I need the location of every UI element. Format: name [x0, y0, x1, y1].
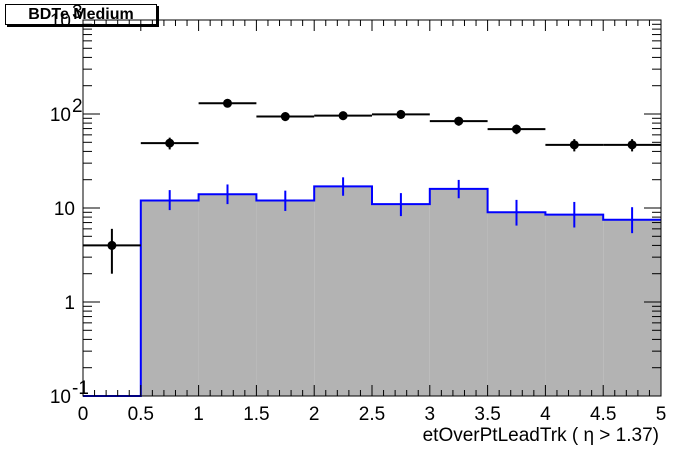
mc-bin-fill [545, 214, 604, 396]
x-tick-label: 5 [656, 404, 667, 425]
y-tick-exponent: -1 [72, 378, 89, 399]
x-tick-label: 4.5 [590, 404, 616, 425]
mc-bin-fill [256, 200, 315, 396]
x-tick-label: 1.5 [243, 404, 269, 425]
y-tick-label: 10 [50, 387, 71, 408]
data-point [512, 124, 521, 134]
mc-bin-fill [314, 186, 372, 396]
mc-histogram-outline [83, 185, 661, 397]
mc-bin-fill [198, 194, 257, 396]
y-tick-exponent: 3 [72, 2, 83, 23]
data-points-layer [83, 98, 661, 274]
mc-bin-fill [487, 212, 546, 396]
x-axis-title: etOverPtLeadTrk ( η > 1.37) [423, 425, 659, 446]
data-point [107, 240, 117, 250]
x-tick-label: 3.5 [474, 404, 500, 425]
mc-histogram-fill-layer [140, 186, 661, 396]
data-point [454, 116, 464, 126]
mc-bin-fill [603, 219, 661, 396]
data-point [569, 140, 579, 150]
mc-bin-fill [372, 204, 430, 396]
x-tick-label: 0 [78, 404, 89, 425]
data-point [165, 138, 175, 148]
x-tick-label: 3 [425, 404, 436, 425]
data-point [627, 140, 637, 150]
y-tick-label: 10 [50, 11, 71, 32]
mc-bin-fill [429, 188, 488, 396]
y-tick-label: 10 [54, 199, 75, 220]
x-tick-label: 4 [540, 404, 551, 425]
data-point [396, 109, 406, 119]
x-tick-label: 2 [309, 404, 320, 425]
data-point [223, 98, 232, 108]
y-tick-label: 10 [50, 105, 71, 126]
data-point [338, 111, 348, 121]
y-tick-label: 1 [64, 293, 75, 314]
x-tick-label: 2.5 [359, 404, 385, 425]
data-point [280, 112, 290, 122]
y-tick-exponent: 2 [72, 96, 83, 117]
mc-histogram-line-layer [83, 177, 661, 397]
x-tick-label: 0.5 [128, 404, 154, 425]
chart-title: BDTe Medium [5, 4, 157, 25]
mc-bin-fill [140, 200, 199, 396]
x-tick-label: 1 [193, 404, 204, 425]
